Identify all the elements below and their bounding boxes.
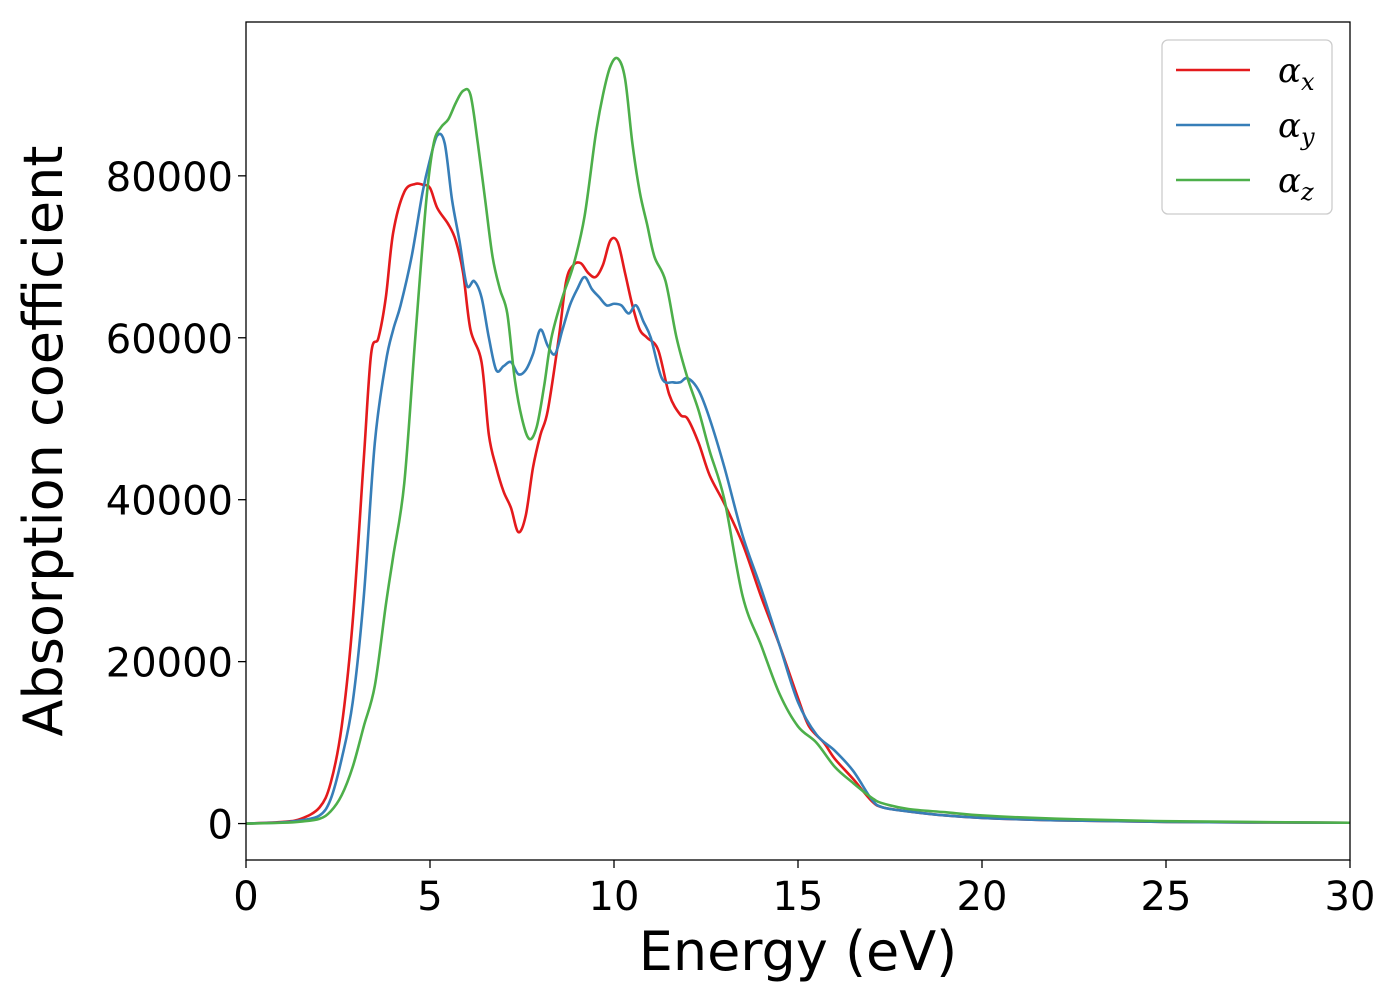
x-tick-label: 25 [1141,874,1192,920]
x-tick-label: 20 [957,874,1008,920]
y-axis-label: Absorption coefficient [12,146,75,737]
y-tick-label: 60000 [106,317,233,363]
x-axis-label: Energy (eV) [639,920,958,983]
series-line-alpha-z [245,56,1351,825]
x-tick-label: 10 [589,874,640,920]
x-tick-label: 15 [773,874,824,920]
series-layer [245,56,1351,825]
x-tick-label: 0 [233,874,258,920]
y-tick-label: 80000 [106,155,233,201]
x-axis: 0 5 10 15 20 25 30 [233,860,1375,920]
legend-box [1161,39,1333,215]
y-tick-label: 20000 [106,641,233,687]
y-tick-label: 0 [208,803,233,849]
y-tick-label: 40000 [106,479,233,525]
x-tick-label: 5 [417,874,442,920]
x-tick-label: 30 [1325,874,1376,920]
series-line-alpha-y [245,132,1351,825]
y-axis: 0 20000 40000 60000 80000 [106,155,246,849]
